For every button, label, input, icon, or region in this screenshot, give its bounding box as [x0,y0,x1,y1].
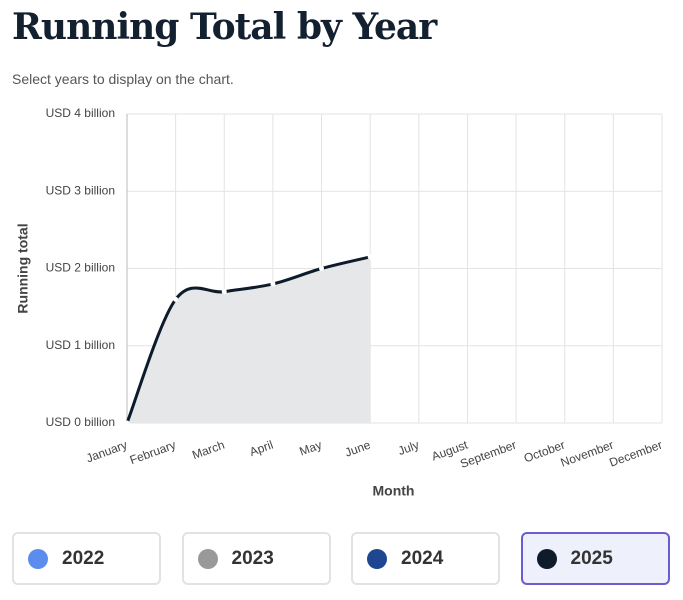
x-tick-label: April [248,438,275,459]
point [173,296,179,302]
year-button[interactable]: 2022 [12,532,161,585]
y-tick-label: USD 0 billion [46,415,115,429]
point [367,254,373,260]
x-tick-label: July [396,438,421,458]
year-button[interactable]: 2024 [351,532,500,585]
year-swatch [28,548,48,569]
year-label: 2023 [231,547,274,569]
title: Running Total by Year [12,6,437,48]
point [319,266,325,271]
y-tick-label: USD 2 billion [46,261,115,275]
x-tick-label: December [607,438,664,470]
x-tick-label: March [190,438,226,463]
point [270,281,276,287]
chart: USD 0 billion USD 1 billion USD 2 billion U… [15,106,664,499]
year-swatch [367,548,387,569]
year-label: 2024 [401,547,444,569]
year-swatch [197,548,218,569]
x-tick-label: November [559,438,616,470]
area [127,256,371,423]
y-axis-title: Running total [15,223,31,313]
year-label: 2025 [570,547,613,569]
y-tick-label: USD 4 billion [46,106,115,120]
year-button[interactable]: 2023 [181,532,331,585]
x-tick-label: May [298,438,324,459]
y-tick-label: USD 1 billion [46,338,115,352]
point [124,420,130,426]
x-tick-label: September [458,438,518,471]
x-tick-label: January [84,438,129,466]
x-tick-label: February [128,438,178,468]
y-tick-label: USD 3 billion [46,183,115,197]
point [221,289,227,295]
x-axis-title: Month [373,483,415,499]
subtitle: Select years to display on the chart. [12,71,234,87]
x-tick-label: June [343,438,373,460]
year-swatch [536,548,557,569]
year-label: 2022 [62,547,105,569]
year-button[interactable]: 2025 [520,532,670,585]
